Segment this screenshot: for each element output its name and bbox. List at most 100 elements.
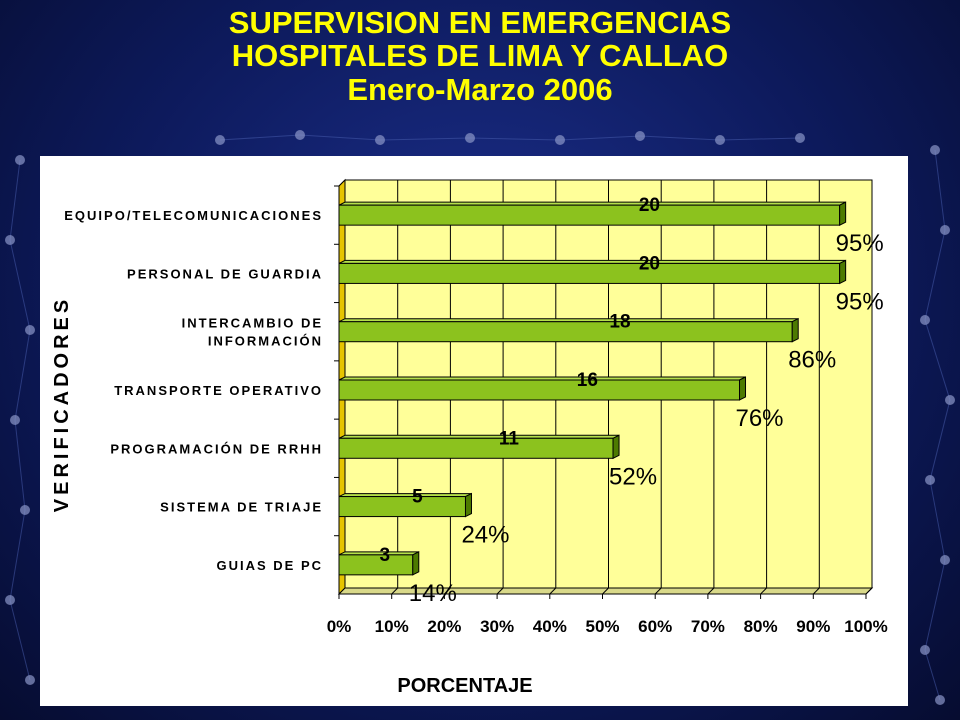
network-node: [945, 395, 955, 405]
network-link: [9, 599, 31, 681]
network-node: [925, 475, 935, 485]
network-node: [295, 130, 305, 140]
x-tick-label: 50%: [585, 617, 619, 636]
bar-count-label: 20: [639, 195, 660, 216]
bar-end: [464, 492, 472, 518]
gridline: [865, 180, 873, 595]
network-link: [9, 239, 31, 331]
x-tick-label: 100%: [844, 617, 887, 636]
bar-percent-label: 76%: [735, 405, 783, 432]
network-node: [15, 155, 25, 165]
gridline: [602, 180, 609, 595]
network-node: [920, 645, 930, 655]
title-subtitle: Enero-Marzo 2006: [347, 72, 613, 107]
bar-count-label: 11: [499, 428, 520, 449]
bar: [338, 204, 841, 226]
title-line-2: HOSPITALES DE LIMA Y CALLAO: [231, 38, 729, 73]
network-link: [299, 134, 381, 141]
bar-end: [839, 201, 847, 226]
network-link: [639, 135, 721, 141]
bar-end: [739, 376, 747, 401]
network-node: [465, 133, 475, 143]
bar-end: [839, 259, 847, 285]
bar-percent-label: 52%: [609, 463, 657, 490]
x-tick-label: 20%: [427, 617, 461, 636]
bar: [338, 379, 741, 401]
x-tick-label: 10%: [375, 617, 409, 636]
network-node: [635, 131, 645, 141]
network-node: [5, 235, 15, 245]
x-tick-label: 90%: [796, 617, 830, 636]
bar-percent-label: 95%: [836, 288, 884, 315]
network-link: [924, 649, 941, 701]
network-link: [934, 149, 946, 231]
x-tick-label: 80%: [744, 617, 778, 636]
network-node: [795, 133, 805, 143]
category-label: SISTEMA DE TRIAJE: [160, 500, 323, 515]
network-node: [935, 695, 945, 705]
bar-count-label: 18: [609, 312, 630, 333]
network-node: [5, 595, 15, 605]
network-link: [924, 319, 951, 401]
x-axis-title: PORCENTAJE: [397, 675, 532, 697]
network-link: [719, 137, 801, 141]
bar-count-label: 20: [639, 253, 660, 274]
bar-end: [612, 434, 620, 460]
x-tick-label: 0%: [327, 617, 352, 636]
network-link: [9, 159, 21, 241]
category-label: INTERCAMBIO DE: [182, 316, 323, 331]
gridline: [812, 180, 820, 595]
network-node: [215, 135, 225, 145]
bar-chart: 0% 10% 20% 30% 40% 50% 60% 70% 80% 90% 100% 20 95% EQ…: [51, 178, 888, 697]
bar-end: [791, 317, 799, 343]
network-link: [379, 137, 471, 141]
network-node: [930, 145, 940, 155]
network-node: [20, 505, 30, 515]
bar: [338, 554, 414, 576]
gridline: [654, 180, 662, 595]
category-label: INFORMACIÓN: [208, 334, 323, 349]
network-node: [10, 415, 20, 425]
y-axis-title: VERIFICADORES: [51, 296, 73, 512]
network-link: [219, 134, 301, 141]
network-node: [940, 225, 950, 235]
bar-end: [412, 551, 420, 576]
chart-panel: 0% 10% 20% 30% 40% 50% 60% 70% 80% 90% 100% 20 95% EQ…: [40, 156, 908, 706]
network-node: [25, 675, 35, 685]
network-node: [555, 135, 565, 145]
gridline: [496, 180, 504, 595]
bar-percent-label: 14%: [409, 580, 457, 607]
bar-count-label: 3: [379, 545, 390, 566]
network-link: [924, 559, 946, 651]
bar-percent-label: 95%: [836, 230, 884, 257]
bar-count-label: 5: [412, 487, 423, 508]
network-node: [940, 555, 950, 565]
x-tick-label: 30%: [480, 617, 514, 636]
bar-percent-label: 86%: [788, 347, 836, 374]
gridline: [391, 180, 399, 595]
bar-percent-label: 24%: [461, 522, 509, 549]
x-tick-label: 40%: [533, 617, 567, 636]
x-tick-label: 70%: [691, 617, 725, 636]
bar-count-label: 16: [577, 370, 598, 391]
network-link: [929, 399, 951, 481]
gridline: [707, 180, 715, 595]
category-label: PROGRAMACIÓN DE RRHH: [110, 441, 323, 456]
title-block: SUPERVISION EN EMERGENCIAS HOSPITALES DE…: [0, 6, 960, 108]
gridline: [549, 180, 557, 595]
network-link: [559, 135, 641, 141]
bar: [338, 437, 614, 459]
gridline: [760, 180, 768, 595]
network-link: [929, 479, 946, 561]
category-label: EQUIPO/TELECOMUNICACIONES: [64, 208, 323, 223]
title-line-1: SUPERVISION EN EMERGENCIAS: [228, 5, 732, 40]
bar: [338, 321, 793, 343]
category-label: TRANSPORTE OPERATIVO: [114, 383, 323, 398]
bar: [338, 262, 841, 284]
network-link: [9, 509, 26, 601]
network-link: [924, 229, 946, 321]
network-link: [469, 137, 561, 141]
network-link: [14, 329, 31, 421]
network-node: [715, 135, 725, 145]
